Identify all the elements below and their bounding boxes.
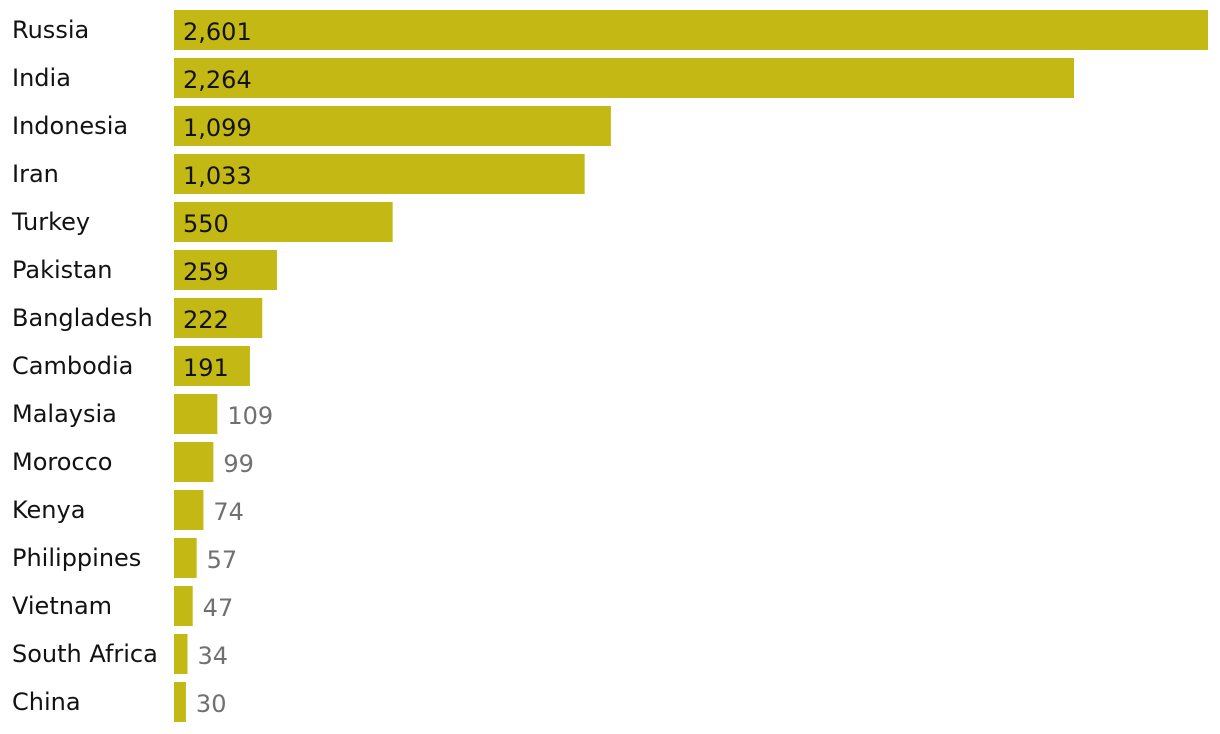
bar <box>174 250 277 290</box>
bar <box>174 634 188 674</box>
category-label: Vietnam <box>12 592 112 620</box>
category-label: Cambodia <box>12 352 133 380</box>
category-label: Kenya <box>12 496 85 524</box>
value-label: 1,099 <box>183 114 252 142</box>
bar <box>174 394 218 434</box>
value-label: 2,264 <box>183 66 252 94</box>
value-label: 222 <box>183 306 229 334</box>
value-label: 259 <box>183 258 229 286</box>
value-label: 57 <box>207 546 238 574</box>
category-label: Morocco <box>12 448 113 476</box>
bar <box>174 202 393 242</box>
category-label: Turkey <box>11 208 90 236</box>
category-label: Philippines <box>12 544 141 572</box>
value-label: 191 <box>183 354 229 382</box>
category-label: Russia <box>12 16 89 44</box>
bar <box>174 538 197 578</box>
value-label: 2,601 <box>183 18 252 46</box>
value-label: 550 <box>183 210 229 238</box>
bar <box>174 586 193 626</box>
category-label: Pakistan <box>12 256 113 284</box>
category-label: Bangladesh <box>12 304 153 332</box>
value-label: 34 <box>198 642 229 670</box>
category-label: South Africa <box>12 640 158 668</box>
bar <box>174 58 1075 98</box>
value-label: 109 <box>227 402 273 430</box>
bar <box>174 442 214 482</box>
bar <box>174 298 263 338</box>
category-label: Indonesia <box>12 112 128 140</box>
value-label: 74 <box>213 498 244 526</box>
category-label: Malaysia <box>12 400 117 428</box>
bar <box>174 682 186 722</box>
value-label: 30 <box>196 690 227 718</box>
bar <box>174 490 204 530</box>
bar <box>174 154 585 194</box>
category-label: China <box>12 688 81 716</box>
bar <box>174 10 1208 50</box>
bar <box>174 346 250 386</box>
category-label: India <box>12 64 71 92</box>
value-label: 99 <box>223 450 254 478</box>
value-label: 1,033 <box>183 162 252 190</box>
category-label: Iran <box>12 160 59 188</box>
bar <box>174 106 611 146</box>
value-label: 47 <box>203 594 234 622</box>
